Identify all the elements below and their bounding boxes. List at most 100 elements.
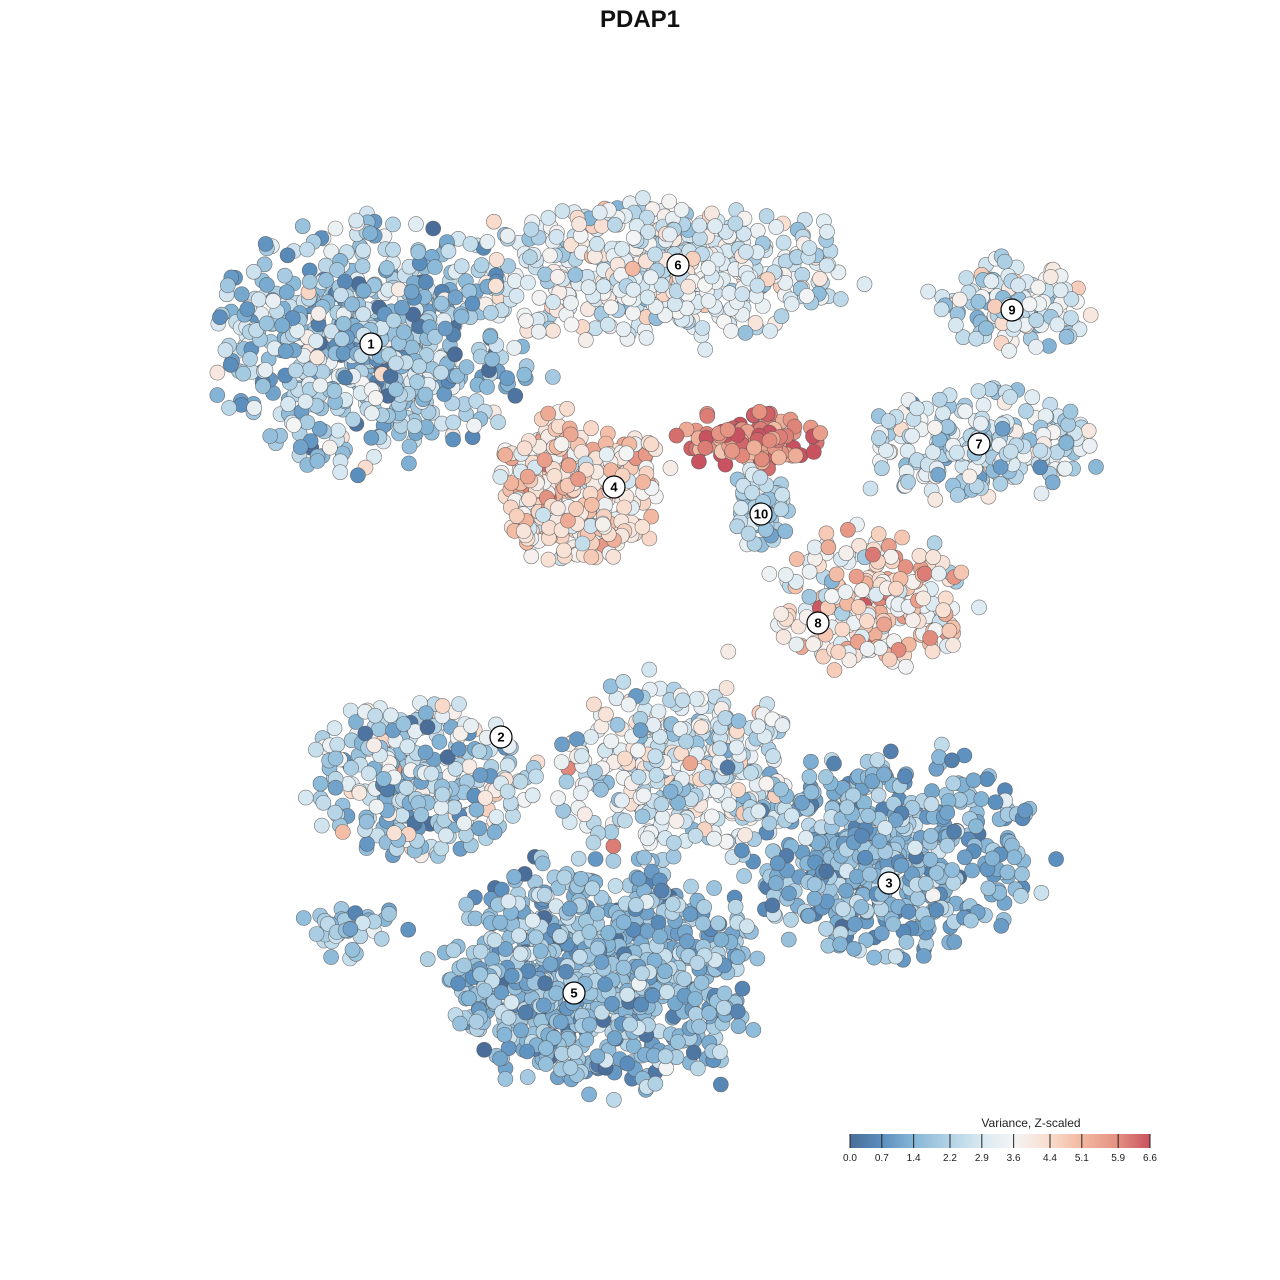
cell-point [930, 565, 947, 582]
cell-point [733, 842, 750, 859]
cell-point [468, 393, 485, 409]
cell-point [949, 487, 966, 503]
cell-point [1033, 485, 1050, 502]
cell-point [958, 270, 975, 286]
cell-point [433, 295, 450, 312]
cell-point [806, 876, 823, 893]
cell-point [696, 899, 713, 915]
cluster-label-7: 7 [967, 432, 991, 456]
cell-point [643, 436, 660, 453]
cell-point [1063, 310, 1079, 326]
cell-point [542, 956, 559, 973]
cell-point [1081, 437, 1098, 454]
cell-point [535, 997, 552, 1014]
cell-point [209, 364, 226, 381]
cell-point [417, 744, 434, 761]
cell-point [961, 468, 978, 485]
cell-point [486, 824, 503, 840]
cell-point [278, 284, 295, 301]
cell-point [818, 525, 835, 542]
cell-point [907, 839, 923, 856]
cell-point [508, 508, 525, 524]
cell-point [838, 882, 854, 899]
cell-point [516, 366, 533, 383]
cell-point [581, 1016, 598, 1033]
cell-point [691, 217, 708, 234]
cell-point [385, 241, 401, 258]
cell-point [877, 820, 893, 836]
cell-point [545, 322, 561, 339]
cell-point [707, 218, 723, 234]
cell-point [607, 878, 624, 894]
cell-point [497, 1071, 514, 1087]
cell-point [917, 875, 934, 892]
cell-point [848, 568, 865, 585]
cell-point [578, 1031, 595, 1048]
cell-point [433, 364, 449, 381]
cell-point [535, 507, 551, 523]
cell-points [209, 190, 1104, 1108]
cell-point [919, 915, 936, 932]
cell-point [595, 516, 611, 533]
cell-point [499, 370, 516, 386]
cell-point [698, 769, 715, 785]
cell-point [736, 868, 752, 884]
cell-point [538, 1040, 554, 1056]
cell-point [390, 281, 407, 298]
cell-point [972, 415, 989, 432]
cell-point [427, 259, 443, 275]
cell-point [538, 1056, 554, 1072]
cell-point [517, 1004, 534, 1021]
cluster-label-text: 3 [885, 876, 892, 891]
cell-point [587, 851, 604, 867]
cell-point [503, 968, 520, 984]
cell-point [992, 459, 1009, 475]
cell-point [641, 661, 658, 678]
cell-point [553, 436, 570, 452]
cell-point [893, 857, 910, 874]
cell-point [463, 718, 479, 734]
cell-point [838, 545, 855, 562]
cell-point [558, 963, 574, 980]
cell-point [641, 530, 658, 547]
cell-point [805, 444, 822, 460]
cell-point [497, 447, 514, 463]
cell-point [830, 644, 847, 660]
cell-point [473, 257, 490, 273]
cell-point [717, 710, 734, 726]
cell-point [256, 256, 273, 273]
cell-point [595, 278, 612, 295]
cell-point [773, 308, 790, 325]
cell-point [718, 680, 735, 696]
cell-point [560, 457, 577, 474]
chart-title: PDAP1 [600, 6, 680, 33]
cell-point [399, 738, 416, 755]
cell-point [566, 1044, 583, 1060]
cell-point [605, 548, 622, 565]
cell-point [701, 1005, 718, 1022]
cell-point [614, 792, 630, 809]
cell-point [642, 269, 659, 286]
cell-point [394, 299, 410, 316]
cell-point [585, 834, 602, 851]
cell-point [723, 323, 739, 339]
cell-point [570, 850, 587, 867]
cluster-label-4: 4 [602, 475, 626, 499]
cell-point [777, 523, 794, 540]
cell-point [683, 878, 699, 895]
cell-point [734, 980, 751, 997]
cell-point [462, 236, 479, 252]
cell-point [447, 289, 464, 306]
cell-point [492, 469, 509, 485]
cell-point [812, 425, 829, 441]
cell-point [586, 696, 602, 713]
cell-point [326, 383, 343, 399]
cell-point [471, 743, 488, 760]
cell-point [593, 954, 610, 970]
cell-point [1033, 884, 1050, 901]
cell-point [859, 641, 876, 657]
cell-point [584, 880, 601, 897]
cell-point [747, 315, 764, 331]
cell-point [931, 391, 948, 408]
